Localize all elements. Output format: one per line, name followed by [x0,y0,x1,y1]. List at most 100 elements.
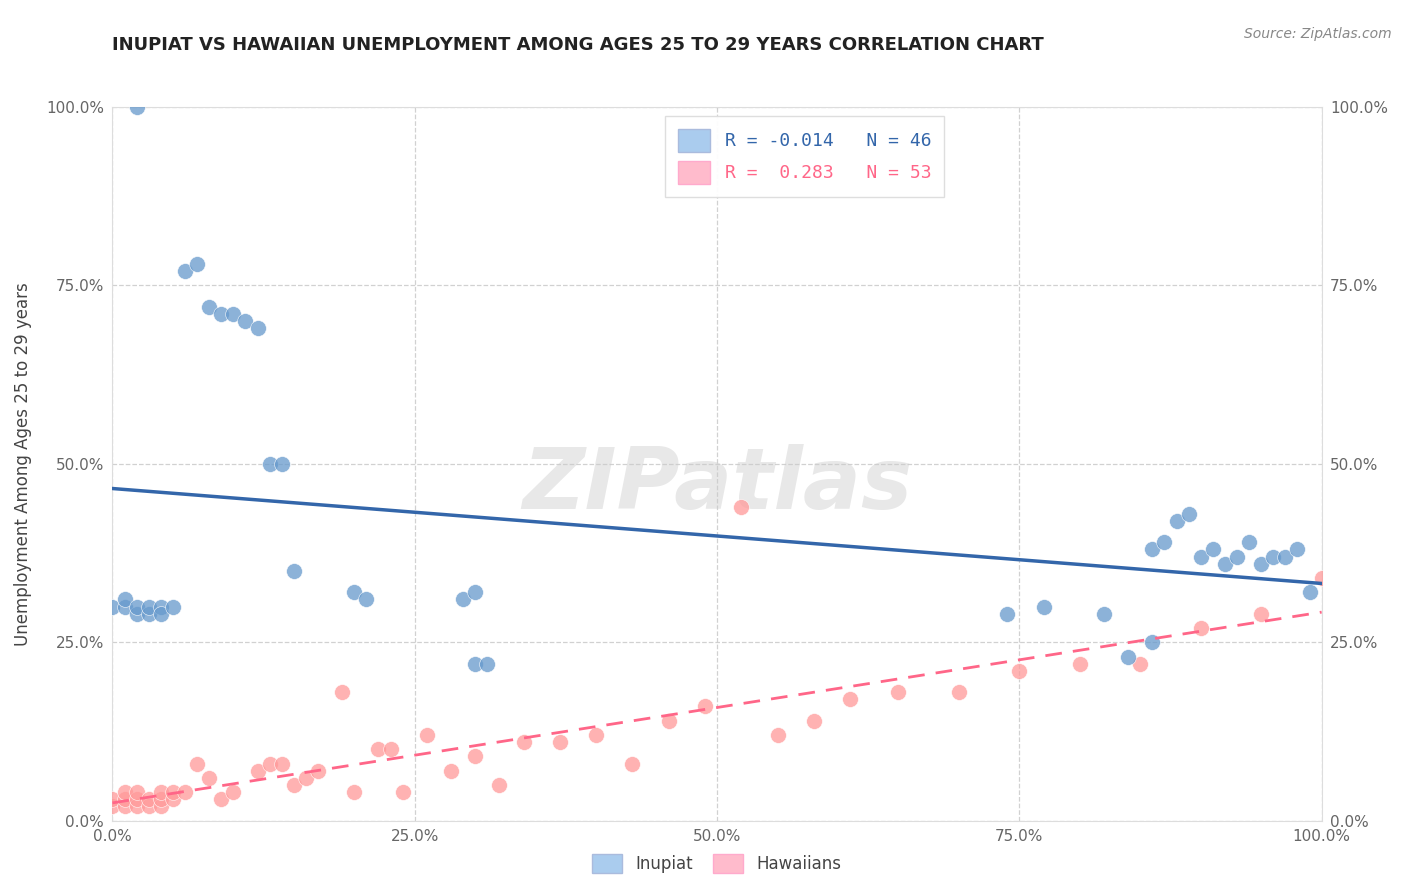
Text: INUPIAT VS HAWAIIAN UNEMPLOYMENT AMONG AGES 25 TO 29 YEARS CORRELATION CHART: INUPIAT VS HAWAIIAN UNEMPLOYMENT AMONG A… [112,36,1045,54]
Point [101,799,124,814]
Point [162,792,184,806]
Point [658,714,681,728]
Point [209,307,232,321]
Point [548,735,571,749]
Point [246,321,269,335]
Point [1250,557,1272,571]
Point [307,764,329,778]
Point [1250,607,1272,621]
Point [125,799,148,814]
Text: Source: ZipAtlas.com: Source: ZipAtlas.com [1244,27,1392,41]
Point [1286,542,1309,557]
Point [101,599,124,614]
Point [803,714,825,728]
Point [125,100,148,114]
Point [1177,507,1199,521]
Point [451,592,474,607]
Point [1213,557,1236,571]
Point [621,756,644,771]
Point [114,592,136,607]
Point [839,692,862,706]
Point [114,799,136,814]
Y-axis label: Unemployment Among Ages 25 to 29 years: Unemployment Among Ages 25 to 29 years [14,282,32,646]
Point [149,785,172,799]
Point [330,685,353,699]
Point [391,785,413,799]
Point [464,749,486,764]
Point [283,778,305,792]
Point [1166,514,1188,528]
Point [1189,549,1212,564]
Point [1032,599,1054,614]
Point [222,785,245,799]
Point [270,756,292,771]
Point [114,599,136,614]
Point [198,300,221,314]
Point [114,785,136,799]
Point [887,685,910,699]
Point [1263,549,1285,564]
Point [464,585,486,599]
Point [235,314,257,328]
Point [1069,657,1091,671]
Point [1142,542,1164,557]
Point [283,564,305,578]
Point [477,657,499,671]
Point [1116,649,1139,664]
Point [174,264,197,278]
Point [138,799,160,814]
Point [1142,635,1164,649]
Point [995,607,1018,621]
Point [1202,542,1225,557]
Point [149,599,172,614]
Legend: Inupiat, Hawaiians: Inupiat, Hawaiians [586,847,848,880]
Point [149,607,172,621]
Point [1008,664,1031,678]
Point [162,599,184,614]
Point [138,599,160,614]
Point [259,457,281,471]
Point [1189,621,1212,635]
Point [174,785,197,799]
Point [1310,571,1333,585]
Point [1274,549,1296,564]
Point [186,257,208,271]
Point [343,585,366,599]
Point [1298,585,1320,599]
Point [209,792,232,806]
Point [948,685,970,699]
Point [125,607,148,621]
Point [440,764,463,778]
Point [259,756,281,771]
Point [1237,535,1260,549]
Point [295,771,318,785]
Point [380,742,402,756]
Point [222,307,245,321]
Point [464,657,486,671]
Point [149,799,172,814]
Point [585,728,607,742]
Point [416,728,439,742]
Point [343,785,366,799]
Point [138,607,160,621]
Point [186,756,208,771]
Point [367,742,389,756]
Point [512,735,534,749]
Point [1153,535,1175,549]
Point [125,599,148,614]
Point [730,500,752,514]
Point [488,778,510,792]
Point [270,457,292,471]
Point [125,792,148,806]
Point [1129,657,1152,671]
Point [246,764,269,778]
Point [198,771,221,785]
Point [149,792,172,806]
Point [356,592,378,607]
Point [1092,607,1115,621]
Point [162,785,184,799]
Point [693,699,716,714]
Point [138,792,160,806]
Text: ZIPatlas: ZIPatlas [522,443,912,527]
Point [101,792,124,806]
